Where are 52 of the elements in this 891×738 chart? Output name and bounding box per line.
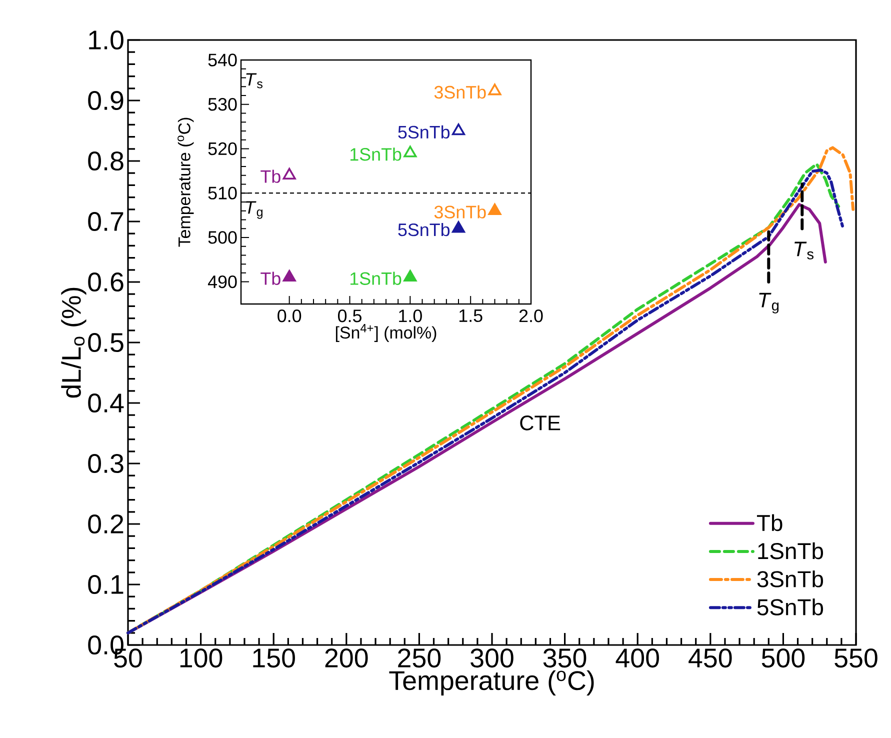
x-tick-label: 150 <box>253 648 295 668</box>
x-tick-label: 350 <box>543 648 586 668</box>
series-label: 3SnTb <box>434 205 486 218</box>
annotation: CTE <box>520 416 560 430</box>
x-tick-label: 400 <box>616 648 659 668</box>
x-tick-label: 500 <box>762 648 805 668</box>
series-label: 1SnTb <box>350 272 402 285</box>
legend-label: 5SnTb <box>757 598 824 616</box>
series-label: 1SnTb <box>350 148 402 161</box>
y-tick-label: 1.0 <box>89 30 124 50</box>
y-tick-label: 0.7 <box>88 212 124 232</box>
x-tick-label: 300 <box>470 648 514 668</box>
series-label: Tb <box>260 272 280 285</box>
y-tick-label: 0.8 <box>88 151 124 171</box>
legend-label: 1SnTb <box>758 542 824 560</box>
series-label: 3SnTb <box>434 85 486 99</box>
series-label: 5SnTb <box>398 222 450 236</box>
x-tick-label: 550 <box>834 648 878 668</box>
y-tick-label: 510 <box>208 186 237 200</box>
x-tick-label: 2.0 <box>519 310 543 322</box>
y-tick-label: 0.2 <box>88 514 124 534</box>
legend-label: Tb <box>756 514 782 532</box>
y-tick-label: 530 <box>208 98 237 111</box>
y-tick-label: 0.9 <box>88 90 124 110</box>
x-tick-label: 0.5 <box>338 310 362 322</box>
x-tick-label: 0.0 <box>278 310 302 322</box>
x-tick-label: 200 <box>325 648 368 668</box>
y-tick-label: 500 <box>208 231 237 244</box>
y-axis-title: Temperature ($^{o}$C) <box>178 118 194 247</box>
annotation: T$_{g}$ <box>759 292 779 314</box>
series-label: Tb <box>260 170 280 183</box>
x-tick-label: 1.5 <box>459 310 482 322</box>
x-tick-label: 450 <box>688 648 732 668</box>
y-tick-label: 0.5 <box>88 332 124 352</box>
y-tick-label: 490 <box>208 275 237 288</box>
x-tick-label: 100 <box>180 648 222 668</box>
y-tick-label: 520 <box>208 142 237 156</box>
x-axis-title: Temperature ($^{o}$C) <box>389 670 594 696</box>
x-tick-label: 1.0 <box>399 310 422 322</box>
legend-label: 3SnTb <box>757 570 824 588</box>
y-axis-title: dL/L$_{o}$ (%) <box>61 288 86 398</box>
y-tick-label: 0.1 <box>88 574 124 594</box>
y-tick-label: 0.6 <box>88 272 124 292</box>
x-axis-title: [Sn$^{4+}$] (mol%) <box>336 324 436 342</box>
y-tick-label: 540 <box>208 54 237 66</box>
y-tick-label: 0.3 <box>88 454 124 474</box>
y-tick-label: 0.4 <box>88 393 124 413</box>
annotation: T$_{g}$ <box>246 201 262 219</box>
annotation: T$_{s}$ <box>794 242 814 260</box>
annotation: T$_{s}$ <box>246 73 262 88</box>
x-tick-label: 250 <box>398 648 441 668</box>
series-label: 5SnTb <box>398 125 450 139</box>
